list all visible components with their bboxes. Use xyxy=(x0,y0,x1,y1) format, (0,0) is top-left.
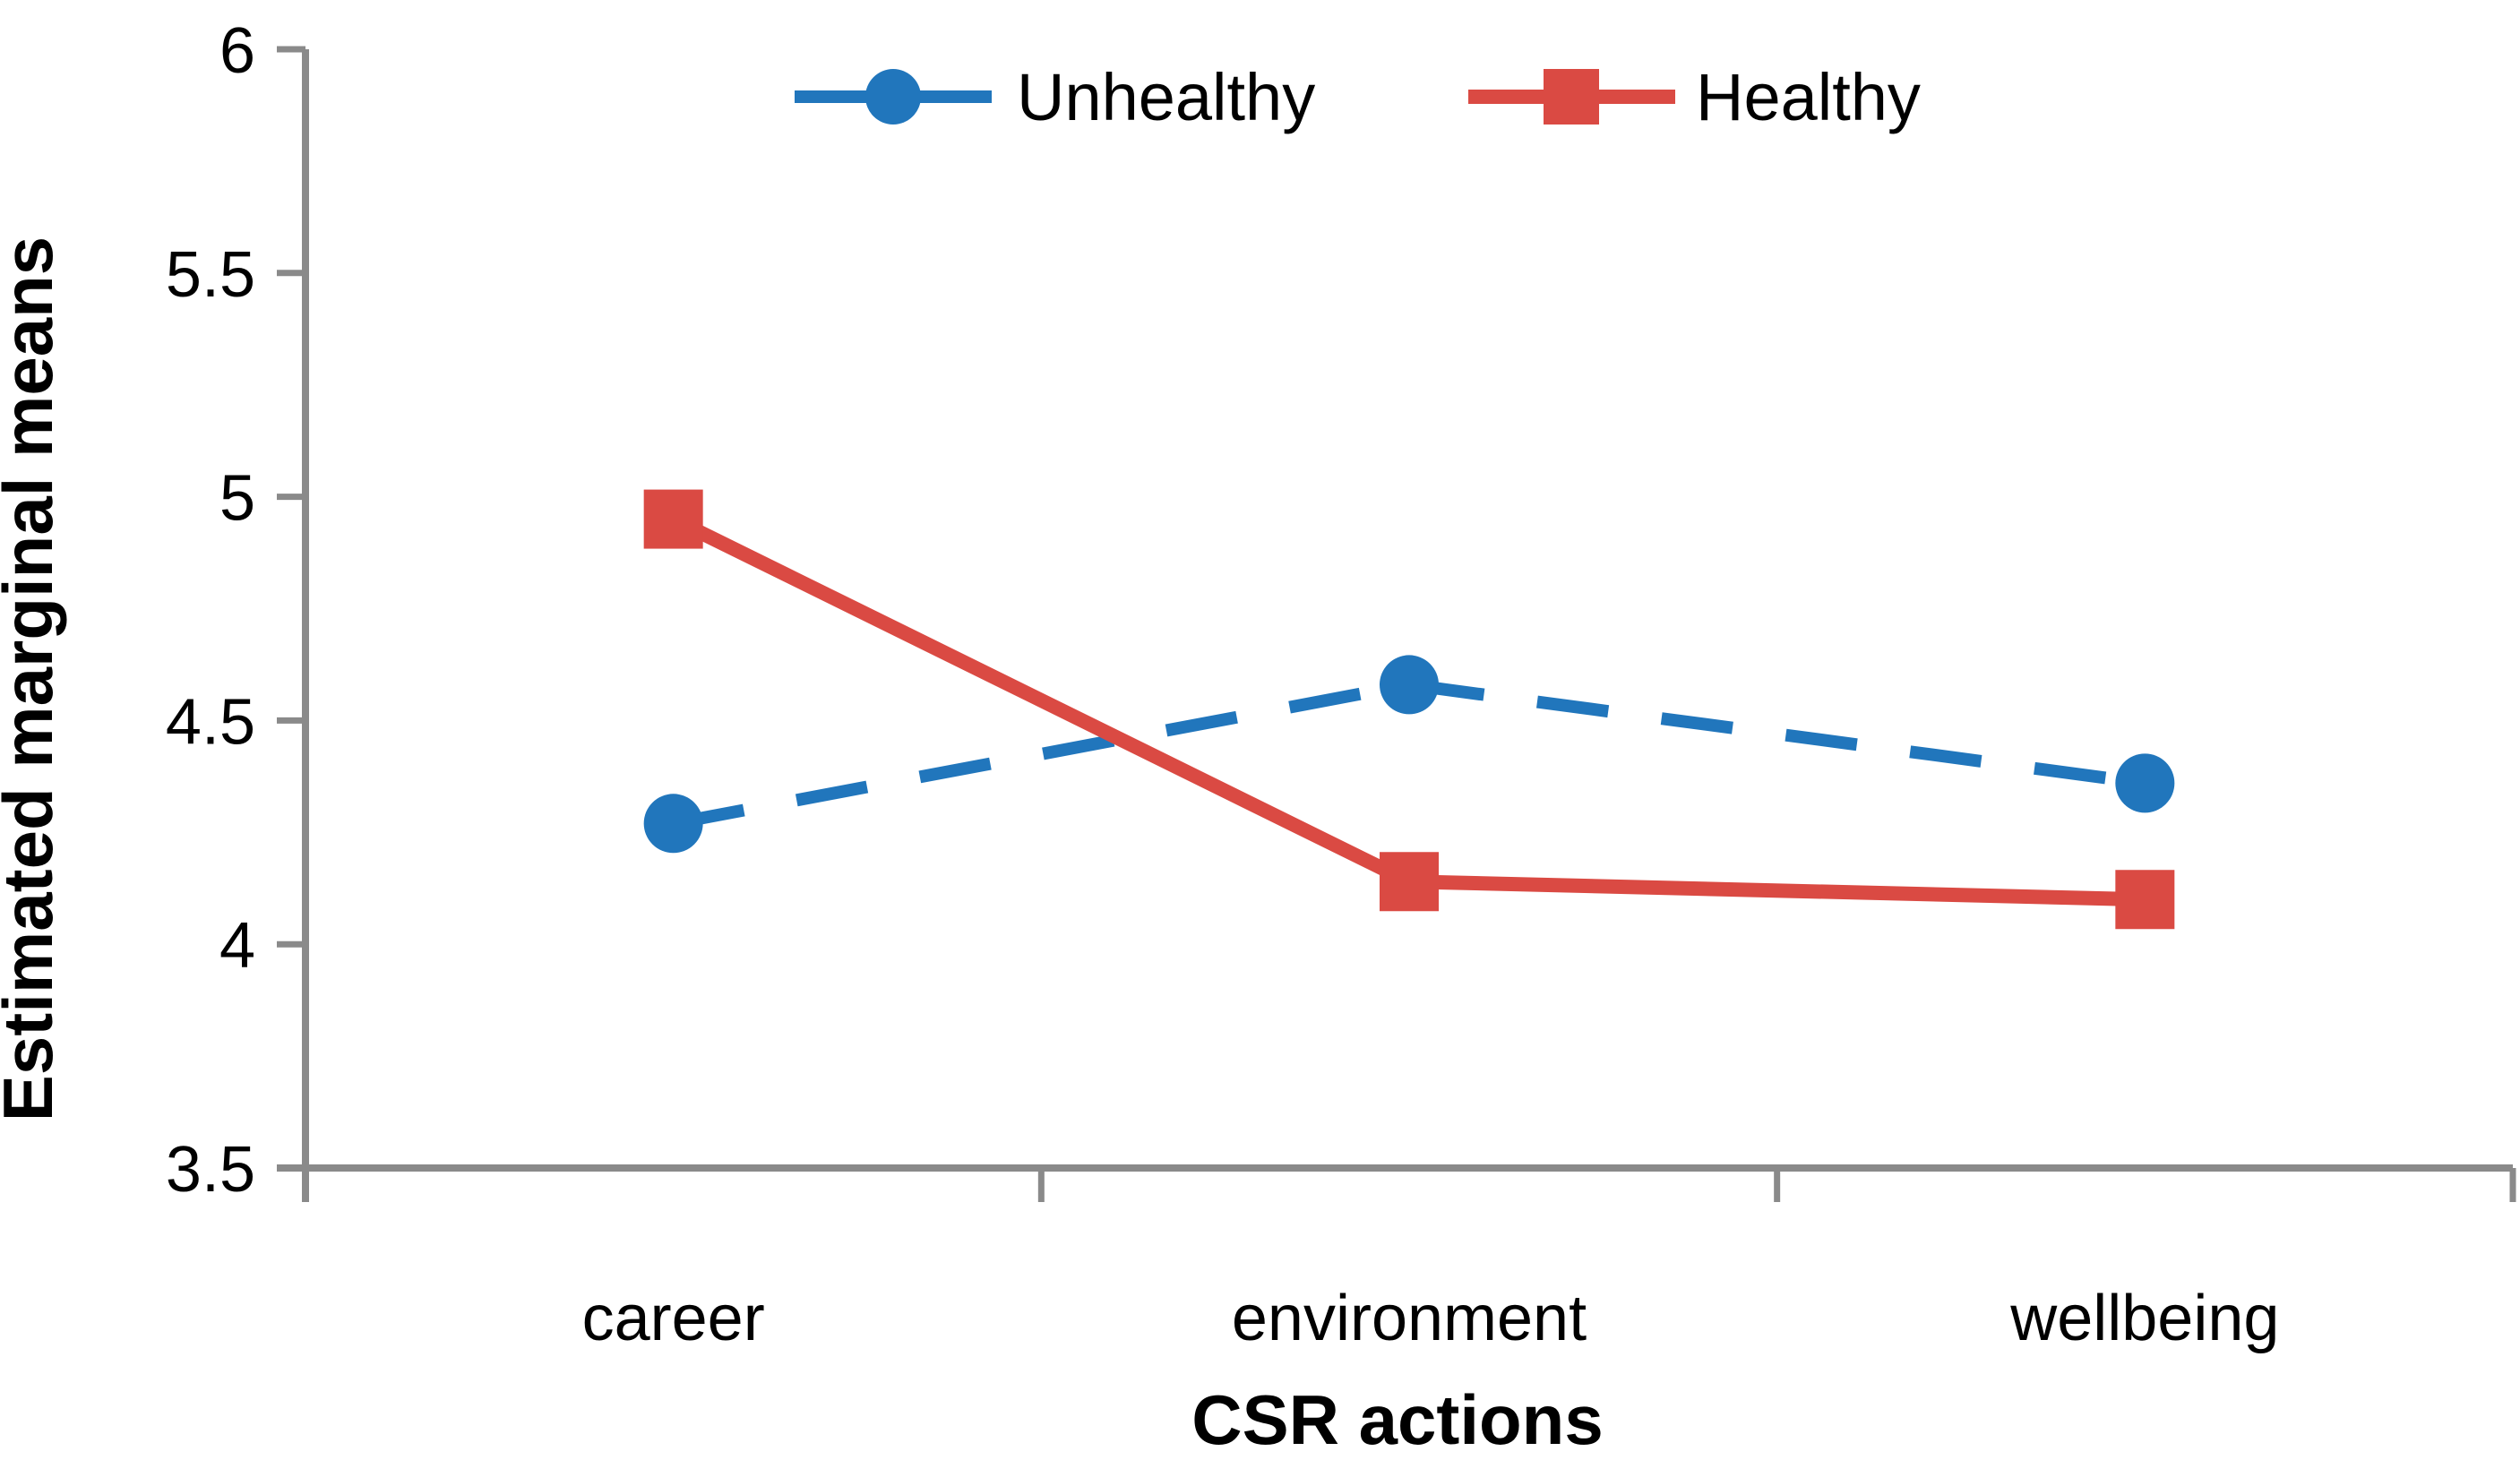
unhealthy-circle-marker-icon xyxy=(865,69,921,125)
y-tick-label: 3.5 xyxy=(166,1134,255,1206)
y-tick-label: 5 xyxy=(219,463,255,535)
x-category-label-career: career xyxy=(582,1283,765,1354)
y-tick-label: 6 xyxy=(219,15,255,87)
plot-area: 3.5 4 4.5 5 5.5 6 career environment wellbeing xyxy=(166,15,2516,1354)
legend-label-unhealthy: Unhealthy xyxy=(1017,60,1315,134)
marker-unhealthy-environment xyxy=(1380,655,1439,715)
marker-healthy-environment xyxy=(1380,852,1439,912)
y-tick-label: 4.5 xyxy=(166,686,255,758)
marker-unhealthy-wellbeing xyxy=(2115,753,2175,813)
y-tick-label: 4 xyxy=(219,910,255,982)
marker-healthy-wellbeing xyxy=(2115,870,2175,930)
marker-unhealthy-career xyxy=(643,794,703,854)
x-category-label-environment: environment xyxy=(1232,1283,1587,1354)
legend: Unhealthy Healthy xyxy=(795,60,1921,134)
legend-label-healthy: Healthy xyxy=(1696,60,1921,134)
healthy-square-marker-icon xyxy=(1544,69,1599,125)
x-category-label-wellbeing: wellbeing xyxy=(2009,1283,2279,1354)
y-tick-label: 5.5 xyxy=(166,239,255,311)
y-axis-title: Estimated marginal means xyxy=(0,236,67,1121)
marker-healthy-career xyxy=(643,489,703,549)
x-axis-title: CSR actions xyxy=(1191,1380,1603,1459)
